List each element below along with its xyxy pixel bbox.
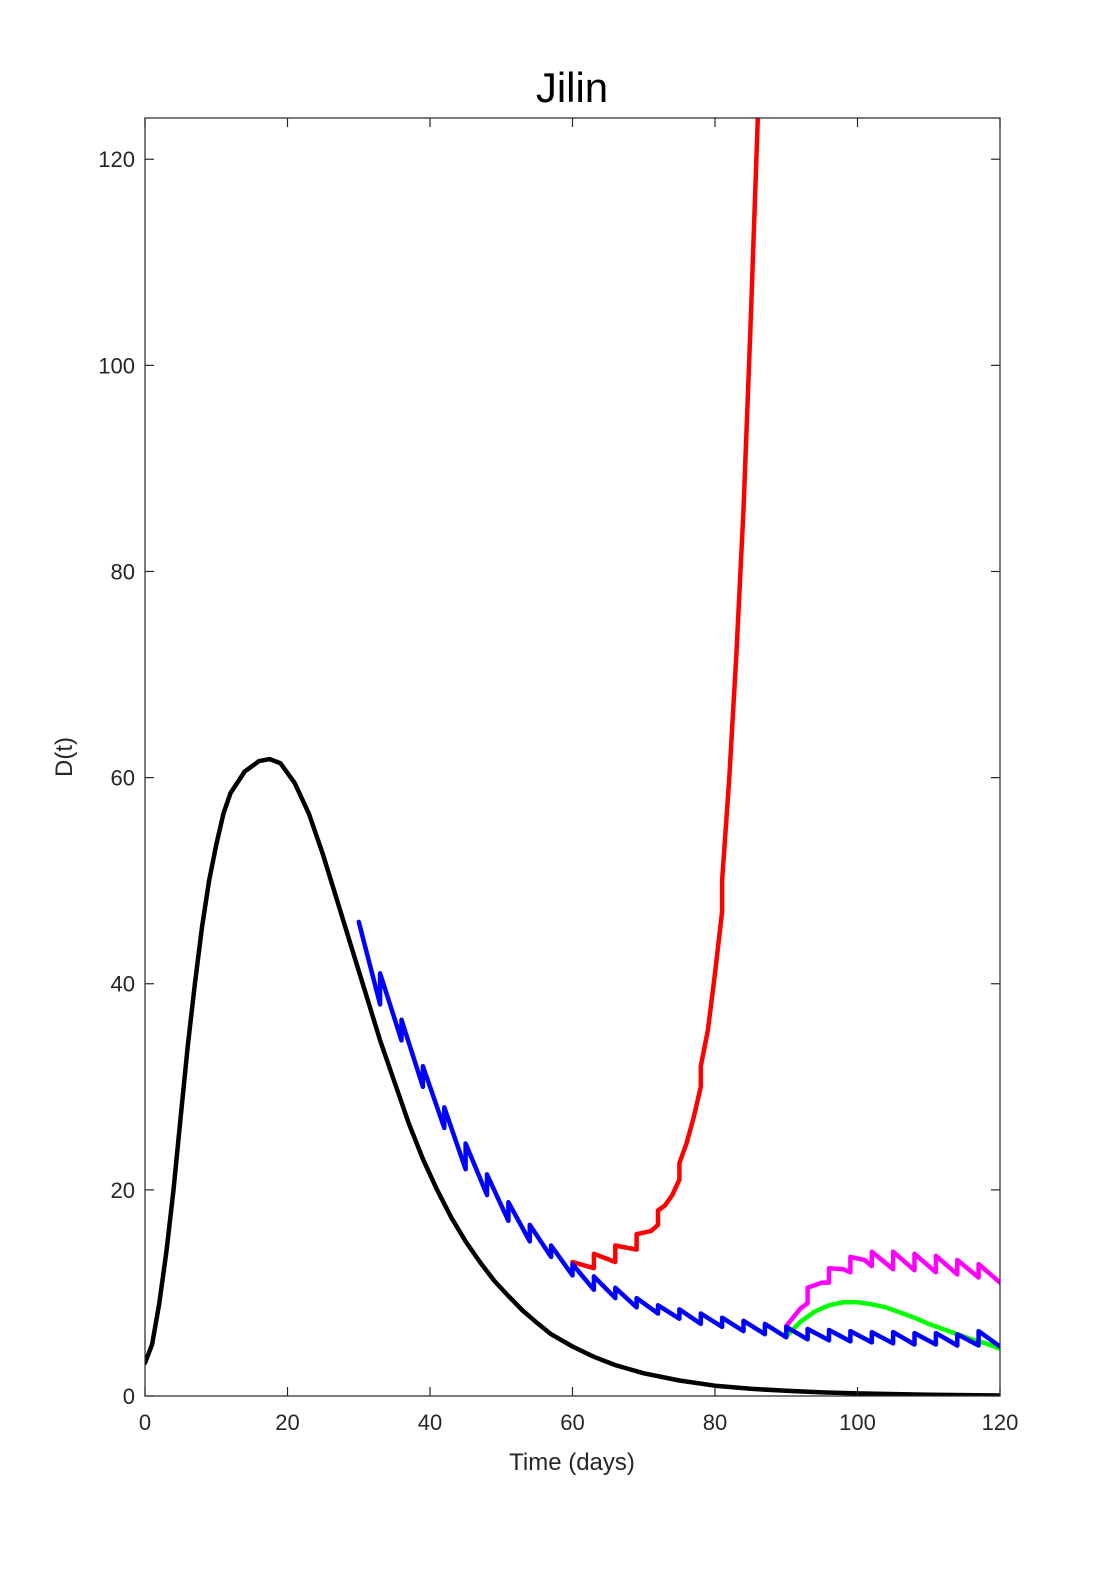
series-layer bbox=[145, 118, 1000, 1396]
x-tick-label: 100 bbox=[839, 1410, 876, 1435]
y-tick-label: 60 bbox=[111, 766, 135, 791]
series-line-3 bbox=[784, 1249, 1000, 1329]
x-axis-label: Time (days) bbox=[509, 1449, 635, 1476]
y-axis-label: D(t) bbox=[51, 737, 78, 777]
series-line-0 bbox=[145, 756, 1000, 1396]
x-tick-label: 20 bbox=[275, 1410, 299, 1435]
series-line-1 bbox=[356, 919, 1000, 1349]
y-tick-label: 40 bbox=[111, 972, 135, 997]
chart-title: Jilin bbox=[536, 64, 608, 111]
y-tick-label: 100 bbox=[98, 353, 135, 378]
plot-frame bbox=[144, 117, 1001, 1397]
y-tick-label: 20 bbox=[111, 1178, 135, 1203]
x-tick-label: 40 bbox=[418, 1410, 442, 1435]
y-tick-label: 120 bbox=[98, 147, 135, 172]
x-tick-label: 80 bbox=[703, 1410, 727, 1435]
x-tick-label: 0 bbox=[139, 1410, 151, 1435]
x-tick-label: 60 bbox=[560, 1410, 584, 1435]
x-tick-label: 120 bbox=[982, 1410, 1019, 1435]
y-tick-label: 80 bbox=[111, 559, 135, 584]
y-tick-label: 0 bbox=[123, 1384, 135, 1409]
series-line-2 bbox=[570, 118, 761, 1271]
ticks-layer: 0 20 40 60 80 100 120 0 20 40 60 80 100 120 bbox=[98, 118, 1018, 1435]
